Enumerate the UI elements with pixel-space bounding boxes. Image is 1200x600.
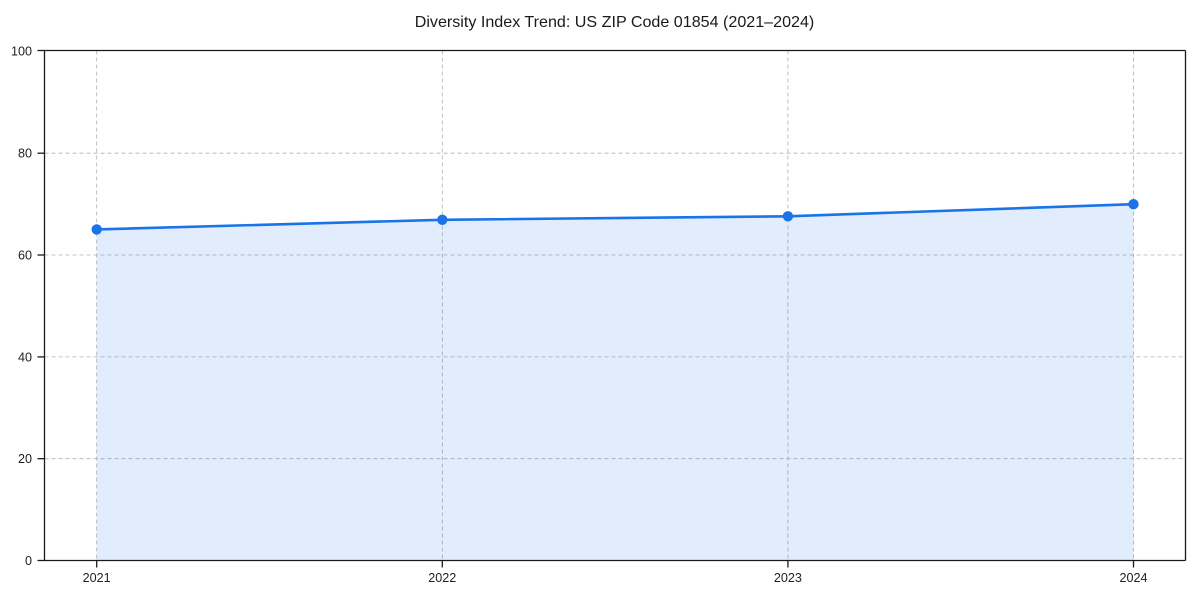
svg-text:2021: 2021 xyxy=(83,571,111,585)
svg-text:100: 100 xyxy=(11,45,32,59)
svg-text:2023: 2023 xyxy=(774,571,802,585)
svg-text:2024: 2024 xyxy=(1119,571,1147,585)
svg-text:60: 60 xyxy=(18,249,32,263)
svg-text:40: 40 xyxy=(18,350,32,364)
svg-text:20: 20 xyxy=(18,452,32,466)
svg-text:2022: 2022 xyxy=(428,571,456,585)
svg-text:80: 80 xyxy=(18,147,32,161)
svg-text:0: 0 xyxy=(25,554,32,568)
